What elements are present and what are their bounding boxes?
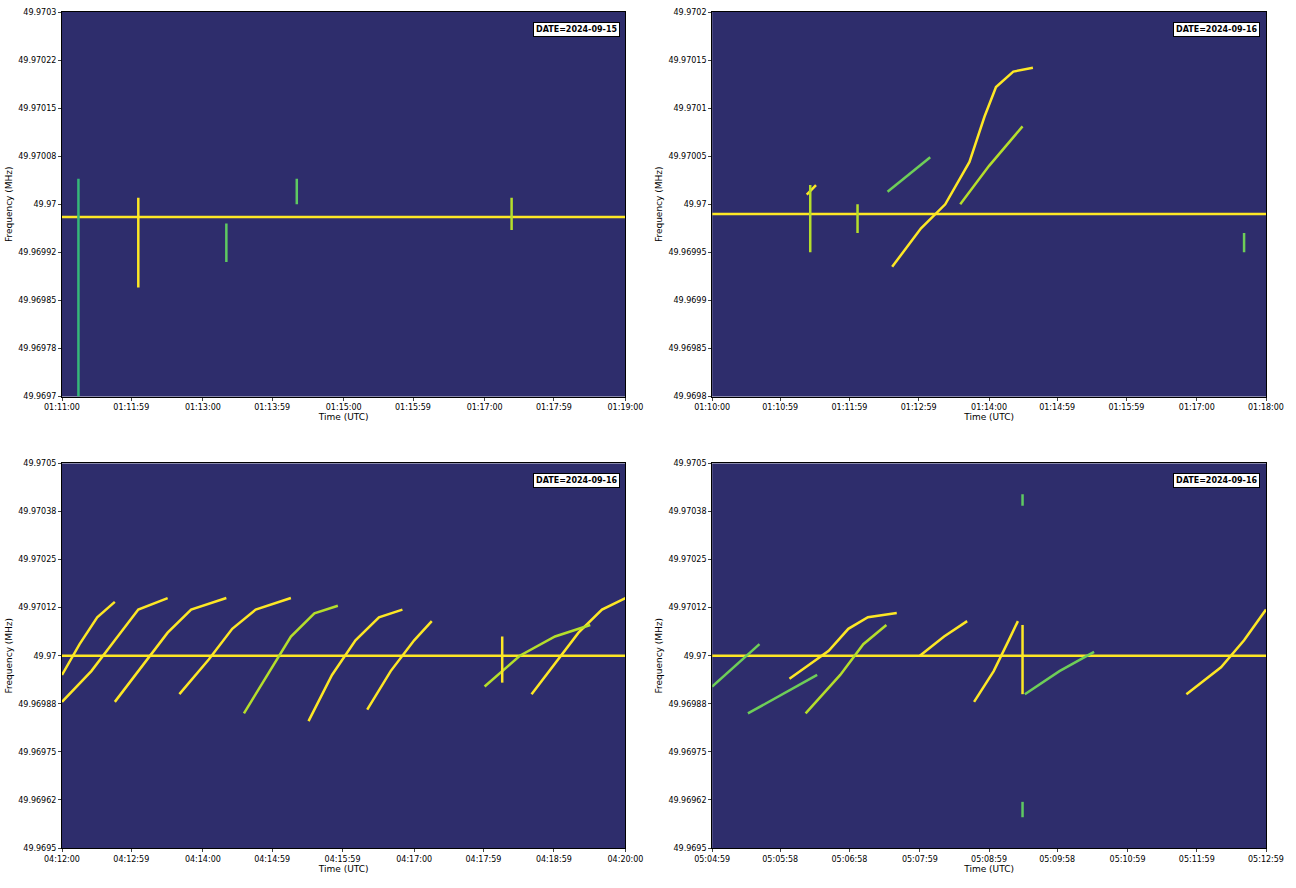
svg-text:05:09:58: 05:09:58	[1039, 855, 1075, 864]
svg-text:49.97015: 49.97015	[18, 104, 56, 113]
svg-text:01:15:59: 01:15:59	[1108, 403, 1144, 412]
svg-text:01:10:59: 01:10:59	[762, 403, 798, 412]
svg-text:DATE=2024-09-15: DATE=2024-09-15	[536, 25, 617, 34]
svg-text:49.96975: 49.96975	[668, 748, 706, 757]
svg-text:49.96985: 49.96985	[18, 296, 56, 305]
svg-text:04:17:00: 04:17:00	[396, 855, 432, 864]
svg-text:49.96975: 49.96975	[18, 748, 56, 757]
svg-text:05:06:58: 05:06:58	[832, 855, 868, 864]
svg-text:Frequency (MHz): Frequency (MHz)	[654, 618, 664, 694]
svg-text:49.9701: 49.9701	[673, 104, 706, 113]
svg-text:49.9702: 49.9702	[673, 8, 706, 17]
svg-text:01:13:59: 01:13:59	[254, 403, 290, 412]
svg-text:49.97: 49.97	[33, 200, 56, 209]
svg-text:DATE=2024-09-16: DATE=2024-09-16	[1176, 476, 1257, 485]
svg-text:49.9705: 49.9705	[673, 459, 706, 468]
svg-text:01:18:00: 01:18:00	[1248, 403, 1284, 412]
svg-text:49.96978: 49.96978	[18, 344, 56, 353]
svg-text:49.9695: 49.9695	[23, 844, 56, 853]
svg-text:04:14:59: 04:14:59	[254, 855, 290, 864]
svg-text:49.9699: 49.9699	[673, 296, 706, 305]
svg-text:01:17:00: 01:17:00	[467, 403, 503, 412]
svg-text:49.96962: 49.96962	[668, 796, 706, 805]
svg-text:01:14:59: 01:14:59	[1039, 403, 1075, 412]
svg-text:04:15:59: 04:15:59	[325, 855, 361, 864]
svg-text:49.9698: 49.9698	[673, 392, 706, 401]
svg-text:49.97: 49.97	[684, 652, 707, 661]
svg-text:04:12:00: 04:12:00	[44, 855, 80, 864]
svg-text:01:17:59: 01:17:59	[536, 403, 572, 412]
svg-text:DATE=2024-09-16: DATE=2024-09-16	[536, 476, 617, 485]
svg-text:49.97022: 49.97022	[18, 56, 56, 65]
svg-text:49.9697: 49.9697	[23, 392, 56, 401]
svg-text:49.97015: 49.97015	[668, 56, 706, 65]
svg-text:01:13:00: 01:13:00	[185, 403, 221, 412]
svg-text:01:19:00: 01:19:00	[608, 403, 644, 412]
svg-text:49.96988: 49.96988	[668, 700, 706, 709]
svg-text:49.97: 49.97	[33, 652, 56, 661]
svg-text:01:14:00: 01:14:00	[971, 403, 1007, 412]
svg-text:49.96992: 49.96992	[18, 248, 56, 257]
svg-text:49.97038: 49.97038	[18, 507, 56, 516]
svg-text:04:18:59: 04:18:59	[536, 855, 572, 864]
svg-text:01:11:00: 01:11:00	[44, 403, 80, 412]
svg-text:05:10:59: 05:10:59	[1110, 855, 1146, 864]
svg-text:01:10:00: 01:10:00	[694, 403, 730, 412]
svg-text:49.97008: 49.97008	[18, 152, 56, 161]
svg-text:49.9703: 49.9703	[23, 8, 56, 17]
svg-text:Frequency (MHz): Frequency (MHz)	[4, 618, 14, 694]
svg-text:04:12:59: 04:12:59	[113, 855, 149, 864]
svg-text:Frequency (MHz): Frequency (MHz)	[654, 166, 664, 242]
svg-text:04:17:59: 04:17:59	[465, 855, 501, 864]
svg-text:01:15:59: 01:15:59	[395, 403, 431, 412]
svg-text:01:11:59: 01:11:59	[113, 403, 149, 412]
svg-text:01:15:00: 01:15:00	[326, 403, 362, 412]
svg-text:Time (UTC): Time (UTC)	[318, 412, 369, 422]
svg-text:05:12:59: 05:12:59	[1248, 855, 1284, 864]
svg-text:49.96962: 49.96962	[18, 796, 56, 805]
svg-text:49.96995: 49.96995	[668, 248, 706, 257]
svg-text:04:14:00: 04:14:00	[185, 855, 221, 864]
svg-text:49.9695: 49.9695	[673, 844, 706, 853]
svg-text:05:11:59: 05:11:59	[1179, 855, 1215, 864]
svg-text:05:08:59: 05:08:59	[971, 855, 1007, 864]
svg-text:49.97: 49.97	[684, 200, 707, 209]
svg-text:49.97012: 49.97012	[668, 603, 706, 612]
svg-text:01:17:00: 01:17:00	[1179, 403, 1215, 412]
svg-text:49.96985: 49.96985	[668, 344, 706, 353]
svg-text:05:07:59: 05:07:59	[902, 855, 938, 864]
svg-text:49.96988: 49.96988	[18, 700, 56, 709]
svg-text:Time (UTC): Time (UTC)	[963, 864, 1014, 874]
svg-text:49.97005: 49.97005	[668, 152, 706, 161]
svg-text:01:12:59: 01:12:59	[901, 403, 937, 412]
svg-text:05:04:59: 05:04:59	[694, 855, 730, 864]
svg-text:49.9705: 49.9705	[23, 459, 56, 468]
svg-text:49.97012: 49.97012	[18, 603, 56, 612]
svg-text:49.97025: 49.97025	[18, 555, 56, 564]
svg-text:01:11:59: 01:11:59	[832, 403, 868, 412]
svg-text:Frequency (MHz): Frequency (MHz)	[4, 166, 14, 242]
svg-text:Time (UTC): Time (UTC)	[318, 864, 369, 874]
svg-text:04:20:00: 04:20:00	[608, 855, 644, 864]
svg-text:Time (UTC): Time (UTC)	[963, 412, 1014, 422]
svg-text:05:05:58: 05:05:58	[762, 855, 798, 864]
svg-text:49.97025: 49.97025	[668, 555, 706, 564]
svg-text:49.97038: 49.97038	[668, 507, 706, 516]
svg-text:DATE=2024-09-16: DATE=2024-09-16	[1176, 25, 1257, 34]
